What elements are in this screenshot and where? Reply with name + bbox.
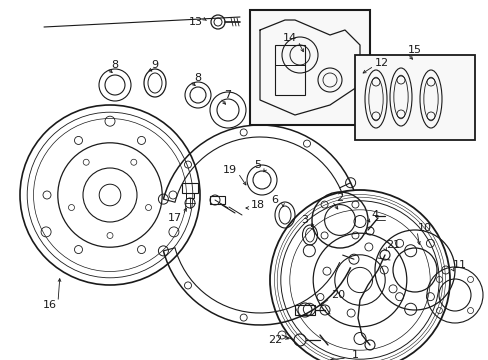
Text: 10: 10 [417,223,431,233]
Text: 1: 1 [351,350,358,360]
Text: 14: 14 [283,33,296,43]
Text: 15: 15 [407,45,421,55]
Text: 18: 18 [250,200,264,210]
Bar [182,183,198,193]
Text: 21: 21 [385,240,399,250]
Bar [249,10,369,125]
Bar [354,55,474,140]
Text: 3: 3 [301,215,308,225]
Text: 9: 9 [151,60,158,70]
Bar [185,193,194,198]
Bar [209,196,224,204]
Text: 22: 22 [267,335,282,345]
Text: 11: 11 [452,260,466,270]
Text: 7: 7 [224,90,231,100]
Text: 19: 19 [223,165,237,175]
Text: 13: 13 [189,17,203,27]
Text: 2: 2 [336,193,343,203]
Text: 20: 20 [330,290,345,300]
Text: 6: 6 [271,195,278,205]
Text: 8: 8 [194,73,201,83]
Bar [294,305,314,315]
Bar [274,45,305,95]
Text: 5: 5 [254,160,261,170]
Text: 16: 16 [43,300,57,310]
Text: 17: 17 [167,213,182,223]
Text: 12: 12 [374,58,388,68]
Text: 8: 8 [111,60,118,70]
Text: 4: 4 [371,210,378,220]
